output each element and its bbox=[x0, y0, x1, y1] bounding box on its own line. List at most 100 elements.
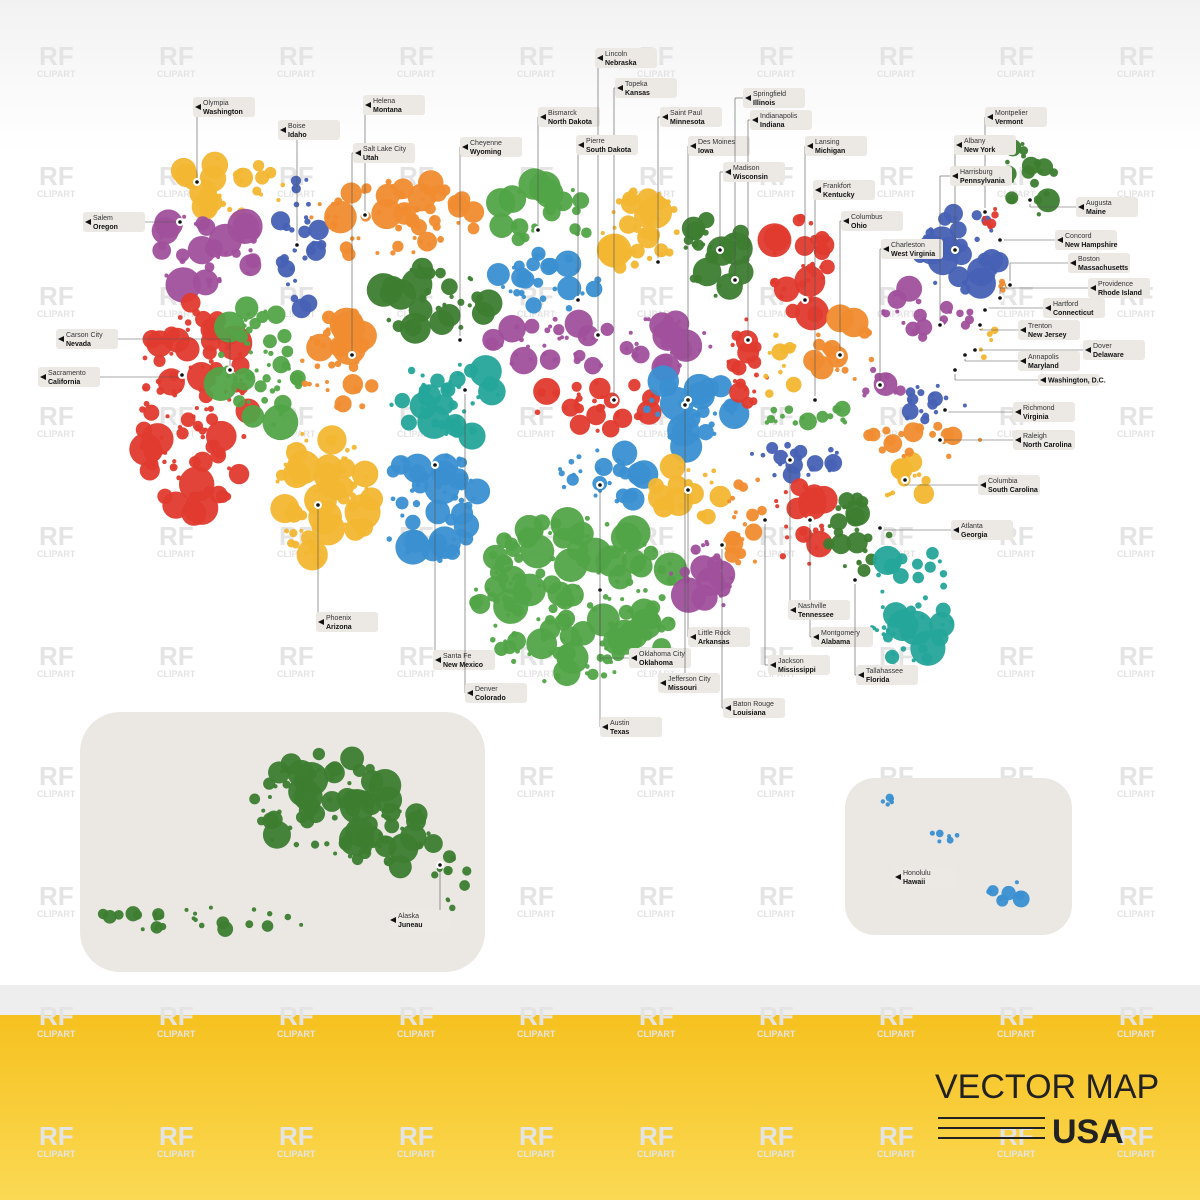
state-dot bbox=[1005, 159, 1010, 165]
state-dot bbox=[203, 486, 215, 497]
state-dot bbox=[573, 356, 581, 365]
state-dot bbox=[317, 202, 322, 207]
state-dot bbox=[375, 183, 400, 208]
state-dot bbox=[306, 333, 334, 362]
state-dot bbox=[966, 308, 974, 316]
state-dot bbox=[856, 559, 862, 565]
state-dot bbox=[816, 410, 829, 423]
state-dot bbox=[263, 349, 268, 354]
flag bbox=[858, 672, 864, 678]
state-dot bbox=[194, 406, 199, 411]
watermark-clipart: CLIPART bbox=[277, 189, 316, 199]
state-dot bbox=[631, 345, 650, 364]
state-dot bbox=[1036, 212, 1042, 217]
pin-center bbox=[463, 388, 467, 392]
state-dot bbox=[275, 479, 280, 484]
state-dot bbox=[646, 317, 651, 322]
state-dot bbox=[169, 351, 174, 356]
pin-center bbox=[998, 296, 1002, 300]
capital-name: Raleigh bbox=[1023, 433, 1047, 440]
pin-center bbox=[228, 368, 232, 372]
watermark-rf: RF bbox=[39, 1001, 74, 1031]
state-dot bbox=[325, 388, 330, 393]
state-dot bbox=[452, 537, 457, 542]
capital-name: Pierre bbox=[586, 138, 605, 145]
state-dot bbox=[235, 296, 259, 320]
state-dot bbox=[299, 294, 318, 313]
state-dot bbox=[240, 239, 246, 244]
state-dot bbox=[712, 411, 718, 416]
state-dot bbox=[262, 374, 271, 383]
capital-label: Hartford Connecticut bbox=[981, 298, 1105, 318]
state-dot bbox=[557, 276, 582, 301]
state-dot bbox=[862, 548, 868, 554]
state-dot bbox=[405, 810, 427, 832]
state-dot bbox=[669, 329, 703, 362]
state-dot bbox=[733, 510, 738, 515]
state-name: Washington, D.C. bbox=[1048, 378, 1106, 385]
state-dot bbox=[516, 270, 535, 289]
state-dot bbox=[713, 257, 718, 262]
watermark-clipart: CLIPART bbox=[1117, 909, 1156, 919]
pin-center bbox=[576, 298, 580, 302]
state-dot bbox=[205, 420, 237, 452]
state-dot bbox=[779, 553, 787, 560]
state-dot bbox=[729, 382, 750, 403]
state-dot bbox=[885, 531, 893, 539]
state-dot bbox=[180, 292, 201, 313]
state-dot bbox=[534, 409, 541, 416]
state-dot bbox=[308, 219, 329, 241]
state-dot bbox=[307, 381, 312, 387]
label-box bbox=[595, 48, 657, 68]
state-dot bbox=[912, 473, 917, 478]
state-dot bbox=[587, 668, 599, 681]
capital-label: Jackson Mississippi bbox=[761, 516, 830, 675]
state-dot bbox=[581, 227, 592, 239]
state-dot bbox=[610, 522, 642, 553]
flag bbox=[790, 607, 796, 613]
state-dot bbox=[629, 554, 653, 578]
state-dot bbox=[329, 776, 334, 782]
state-dot bbox=[568, 458, 575, 465]
state-dot bbox=[600, 395, 605, 400]
state-dot bbox=[643, 317, 648, 322]
state-dot bbox=[978, 347, 984, 352]
capital-name: Honolulu bbox=[903, 870, 931, 877]
label-box bbox=[465, 683, 527, 703]
watermark-clipart: CLIPART bbox=[517, 789, 556, 799]
state-dot bbox=[296, 539, 328, 571]
state-dot bbox=[749, 397, 758, 406]
state-dot bbox=[441, 278, 458, 296]
label-box bbox=[893, 867, 955, 887]
state-dot bbox=[216, 489, 230, 503]
state-name: Pennsylvania bbox=[960, 178, 1005, 185]
state-dot bbox=[417, 808, 422, 813]
watermark-clipart: CLIPART bbox=[877, 429, 916, 439]
state-dot bbox=[240, 390, 245, 396]
capital-label: Montpelier Vermont bbox=[981, 107, 1047, 216]
state-dot bbox=[493, 623, 498, 628]
capital-label: Trenton New Jersey bbox=[976, 320, 1080, 340]
state-dot bbox=[677, 502, 686, 511]
watermark-rf: RF bbox=[1119, 881, 1154, 911]
state-dot bbox=[796, 213, 806, 223]
state-dot bbox=[933, 280, 938, 285]
state-dot bbox=[413, 205, 421, 213]
state-name: Arizona bbox=[326, 624, 352, 631]
state-dot bbox=[697, 348, 702, 353]
state-dot bbox=[943, 395, 949, 401]
pin-center bbox=[686, 488, 690, 492]
flag bbox=[690, 143, 696, 149]
flag bbox=[952, 173, 958, 179]
state-dot bbox=[772, 251, 777, 256]
state-dot bbox=[916, 472, 922, 478]
state-dot bbox=[182, 214, 187, 219]
state-dot bbox=[807, 315, 813, 321]
state-dot bbox=[633, 624, 644, 635]
state-dot bbox=[940, 582, 948, 590]
state-dot bbox=[692, 239, 705, 251]
watermark-clipart: CLIPART bbox=[517, 429, 556, 439]
state-dot bbox=[291, 540, 300, 549]
state-dot bbox=[464, 501, 473, 510]
state-dot bbox=[550, 506, 585, 541]
